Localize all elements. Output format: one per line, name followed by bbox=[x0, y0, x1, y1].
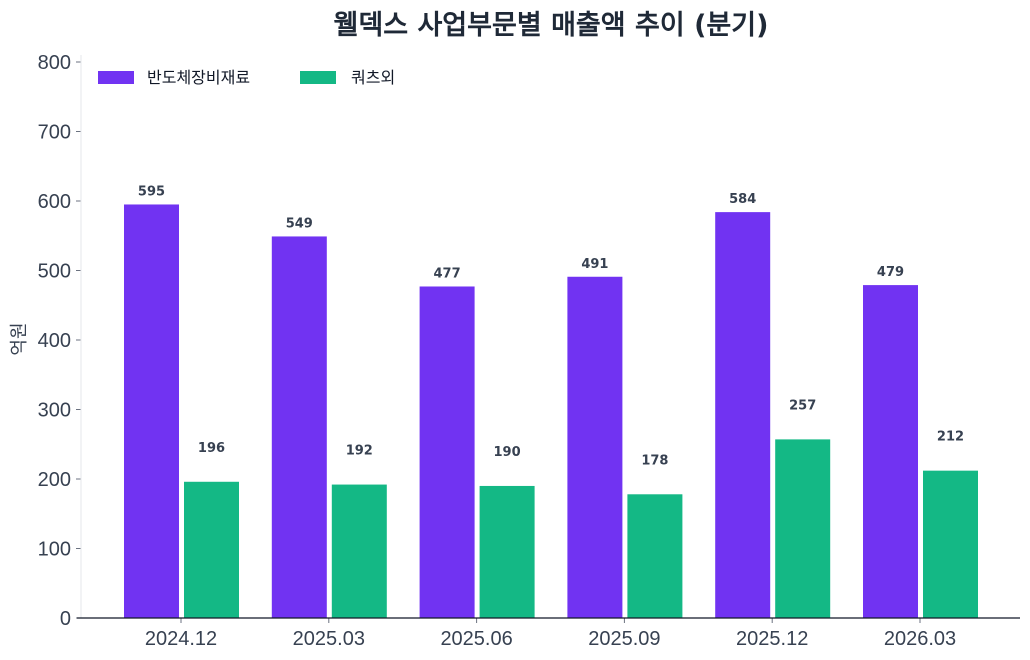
data-label-semiconductor-2026.03: 479 bbox=[877, 265, 904, 280]
data-label-semiconductor-2024.12: 595 bbox=[138, 184, 165, 199]
y-tick-label: 700 bbox=[38, 122, 71, 144]
y-axis-ticks: 0 100 200 300 400 500 600 700 800 bbox=[38, 52, 81, 630]
data-label-semiconductor-2025.12: 584 bbox=[729, 192, 756, 207]
y-tick-label: 400 bbox=[38, 330, 71, 352]
bar-semiconductor-2025.12 bbox=[715, 212, 771, 618]
y-tick-label: 500 bbox=[38, 261, 71, 283]
legend-swatch-quartz bbox=[300, 71, 336, 84]
legend-label-semiconductor: 반도체장비재료 bbox=[147, 68, 250, 87]
data-label-quartz-2026.03: 212 bbox=[937, 430, 964, 445]
bar-semiconductor-2025.03 bbox=[271, 236, 327, 618]
y-tick-label: 200 bbox=[38, 469, 71, 491]
bar-semiconductor-2026.03 bbox=[863, 285, 918, 618]
x-axis-ticks: 2024.12 2025.03 2025.06 2025.09 2025.12 2026.… bbox=[145, 618, 956, 650]
data-label-quartz-2025.03: 192 bbox=[346, 444, 373, 459]
bar-quartz-2024.12 bbox=[184, 481, 239, 618]
data-label-quartz-2024.12: 196 bbox=[198, 441, 225, 456]
x-tick-label: 2025.03 bbox=[293, 628, 365, 650]
data-label-quartz-2025.12: 257 bbox=[789, 398, 816, 413]
bar-quartz-2025.09 bbox=[627, 494, 683, 618]
bar-quartz-2025.03 bbox=[331, 484, 387, 618]
legend: 반도체장비재료 쿼츠외 bbox=[98, 68, 395, 87]
bar-semiconductor-2024.12 bbox=[124, 204, 179, 618]
x-tick-label: 2025.09 bbox=[588, 628, 660, 650]
data-label-semiconductor-2025.03: 549 bbox=[286, 216, 313, 231]
data-label-semiconductor-2025.09: 491 bbox=[581, 257, 608, 272]
data-label-quartz-2025.06: 190 bbox=[494, 445, 521, 460]
bar-semiconductor-2025.06 bbox=[419, 286, 475, 618]
bar-quartz-2025.12 bbox=[775, 439, 831, 618]
x-tick-label: 2024.12 bbox=[145, 628, 217, 650]
bars bbox=[124, 204, 978, 618]
y-tick-label: 300 bbox=[38, 400, 71, 422]
data-labels: 595 196 549 192 477 190 491 178 584 257 479 212 bbox=[138, 184, 964, 468]
chart-title: 웰덱스 사업부문별 매출액 추이 (분기) bbox=[334, 10, 769, 41]
x-tick-label: 2026.03 bbox=[884, 628, 956, 650]
data-label-quartz-2025.09: 178 bbox=[641, 453, 668, 468]
y-tick-label: 800 bbox=[38, 52, 71, 74]
x-tick-label: 2025.12 bbox=[736, 628, 808, 650]
data-label-semiconductor-2025.06: 477 bbox=[434, 266, 461, 281]
bar-quartz-2025.06 bbox=[479, 485, 535, 618]
bar-quartz-2026.03 bbox=[923, 470, 978, 618]
legend-label-quartz: 쿼츠외 bbox=[351, 68, 395, 87]
y-axis-label: 억원 bbox=[9, 322, 30, 355]
y-tick-label: 0 bbox=[60, 608, 71, 630]
y-tick-label: 600 bbox=[38, 191, 71, 213]
bar-semiconductor-2025.09 bbox=[567, 276, 623, 618]
legend-swatch-semiconductor bbox=[98, 71, 134, 84]
x-tick-label: 2025.06 bbox=[440, 628, 512, 650]
y-tick-label: 100 bbox=[38, 539, 71, 561]
